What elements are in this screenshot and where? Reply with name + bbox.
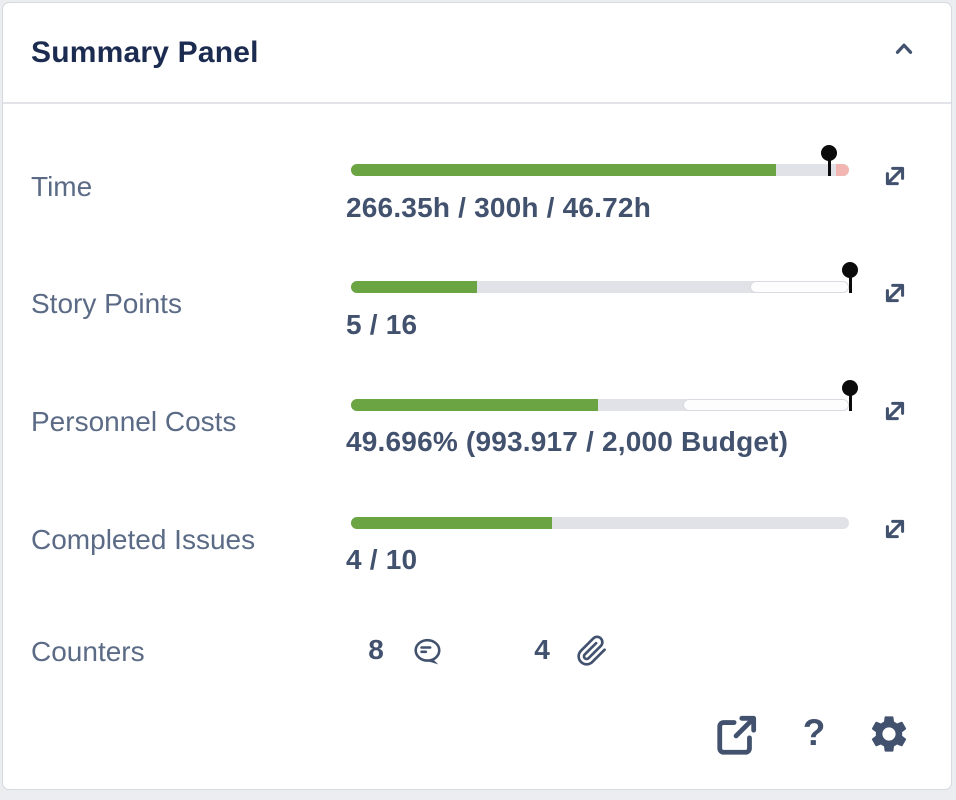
expand-story-points-button[interactable] [881,279,909,307]
metric-label-story-points: Story Points [31,288,182,319]
comment-counter-value: 8 [368,634,384,665]
metric-value-time: 266.35h / 300h / 46.72h [346,192,652,223]
expand-diagonal-arrows-icon [881,279,909,307]
green-bar-segment [351,517,553,529]
settings-gear-icon [867,712,911,756]
paperclip-icon [576,635,608,667]
panel-header: Summary Panel [3,3,951,104]
expand-diagonal-arrows-icon [881,162,909,190]
metric-label-counters: Counters [31,636,145,667]
empty-bar-segment [683,399,849,411]
expand-completed-issues-button[interactable] [881,515,909,543]
collapse-panel-button[interactable] [891,36,917,62]
progress-track [351,517,849,529]
settings-button[interactable] [867,712,911,756]
metric-label-time: Time [31,171,93,202]
empty-bar-segment [749,281,849,293]
help-icon: ? [802,712,826,753]
story-points-progress-bar [351,262,859,293]
open-in-new-icon [714,712,760,758]
personnel-costs-progress-bar [351,380,859,411]
progress-track [351,281,849,293]
metric-value-personnel-costs: 49.696% (993.917 / 2,000 Budget) [346,426,789,457]
time-progress-bar [351,145,849,176]
progress-track [351,399,849,411]
expand-time-button[interactable] [881,162,909,190]
metric-value-completed-issues: 4 / 10 [346,544,418,575]
estimate-pin-marker [842,262,859,293]
green-bar-segment [351,164,776,176]
expand-personnel-costs-button[interactable] [881,397,909,425]
progress-track [351,164,849,176]
expand-diagonal-arrows-icon [881,397,909,425]
attachment-counter-value: 4 [534,634,550,665]
green-bar-segment [351,399,598,411]
pin-needle [848,270,852,293]
completed-issues-progress-bar [351,517,849,529]
chevron-up-icon [891,36,917,62]
metric-label-completed-issues: Completed Issues [31,524,256,555]
summary-panel: Summary Panel Time 266.35h / 300h / 46.7… [2,2,952,790]
green-bar-segment [351,281,477,293]
estimate-pin-marker [842,380,859,411]
metric-value-story-points: 5 / 16 [346,309,418,340]
pin-needle [848,388,852,411]
estimate-pin-marker [821,145,838,176]
help-button[interactable]: ? [796,710,832,756]
open-in-new-window-button[interactable] [714,712,760,758]
expand-diagonal-arrows-icon [881,515,909,543]
overflow-bar-segment [836,164,849,176]
panel-title: Summary Panel [31,36,259,69]
pin-needle [827,153,831,176]
comment-icon [413,637,443,667]
metric-label-personnel-costs: Personnel Costs [31,406,237,437]
